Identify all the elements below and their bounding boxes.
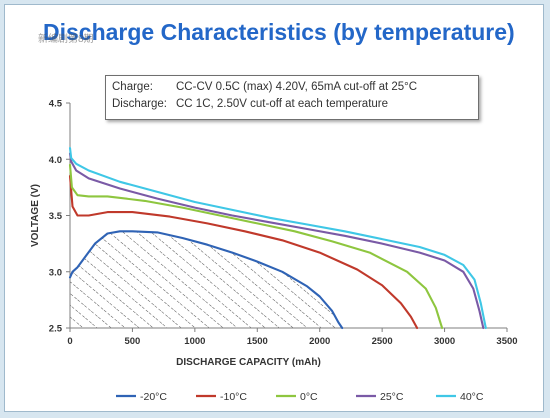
charge-note-value: CC-CV 0.5C (max) 4.20V, 65mA cut-off at … bbox=[176, 81, 418, 93]
series-line-2 bbox=[68, 163, 444, 330]
watermark-text: 新编剧第8期 bbox=[38, 32, 94, 45]
discharge-note: Discharge: CC 1C, 2.50V cut-off at each … bbox=[112, 96, 478, 113]
series-line-3 bbox=[68, 152, 485, 330]
hatched-area bbox=[70, 231, 343, 328]
series-line-1 bbox=[68, 175, 419, 330]
x-axis-label: DISCHARGE CAPACITY (mAh) bbox=[176, 357, 321, 368]
x-tick-label: 500 bbox=[124, 336, 140, 347]
legend-label: -10°C bbox=[220, 391, 247, 403]
x-tick-label: 1500 bbox=[247, 336, 268, 347]
y-tick-label: 4.0 bbox=[49, 155, 62, 166]
legend-label: -20°C bbox=[140, 391, 167, 403]
series-line-0 bbox=[68, 230, 344, 330]
x-tick-label: 2500 bbox=[372, 336, 393, 347]
x-tick-label: 2000 bbox=[309, 336, 330, 347]
test-conditions-box: Charge: CC-CV 0.5C (max) 4.20V, 65mA cut… bbox=[105, 75, 479, 120]
charge-note: Charge: CC-CV 0.5C (max) 4.20V, 65mA cut… bbox=[112, 79, 478, 96]
x-tick-label: 3500 bbox=[496, 336, 517, 347]
legend-label: 0°C bbox=[300, 391, 318, 403]
x-tick-label: 1000 bbox=[184, 336, 205, 347]
discharge-note-value: CC 1C, 2.50V cut-off at each temperature bbox=[176, 98, 389, 110]
x-tick-label: 3000 bbox=[434, 336, 455, 347]
legend-label: 40°C bbox=[460, 391, 484, 403]
legend: -20°C -10°C 0°C 25°C 40°C bbox=[116, 391, 484, 403]
y-tick-label: 3.5 bbox=[49, 211, 63, 222]
x-tick-label: 0 bbox=[67, 336, 72, 347]
series-line-4 bbox=[68, 146, 487, 330]
y-tick-label: 4.5 bbox=[49, 99, 63, 110]
chart-title: Discharge Characteristics (by temperatur… bbox=[43, 19, 515, 45]
legend-label: 25°C bbox=[380, 391, 404, 403]
y-tick-label: 3.0 bbox=[49, 267, 62, 278]
charge-note-key: Charge: bbox=[112, 81, 153, 93]
y-axis-label: VOLTAGE (V) bbox=[30, 184, 41, 247]
discharge-note-key: Discharge: bbox=[112, 98, 167, 110]
chart-panel: Discharge Characteristics (by temperatur… bbox=[4, 4, 544, 412]
y-tick-label: 2.5 bbox=[49, 324, 63, 335]
